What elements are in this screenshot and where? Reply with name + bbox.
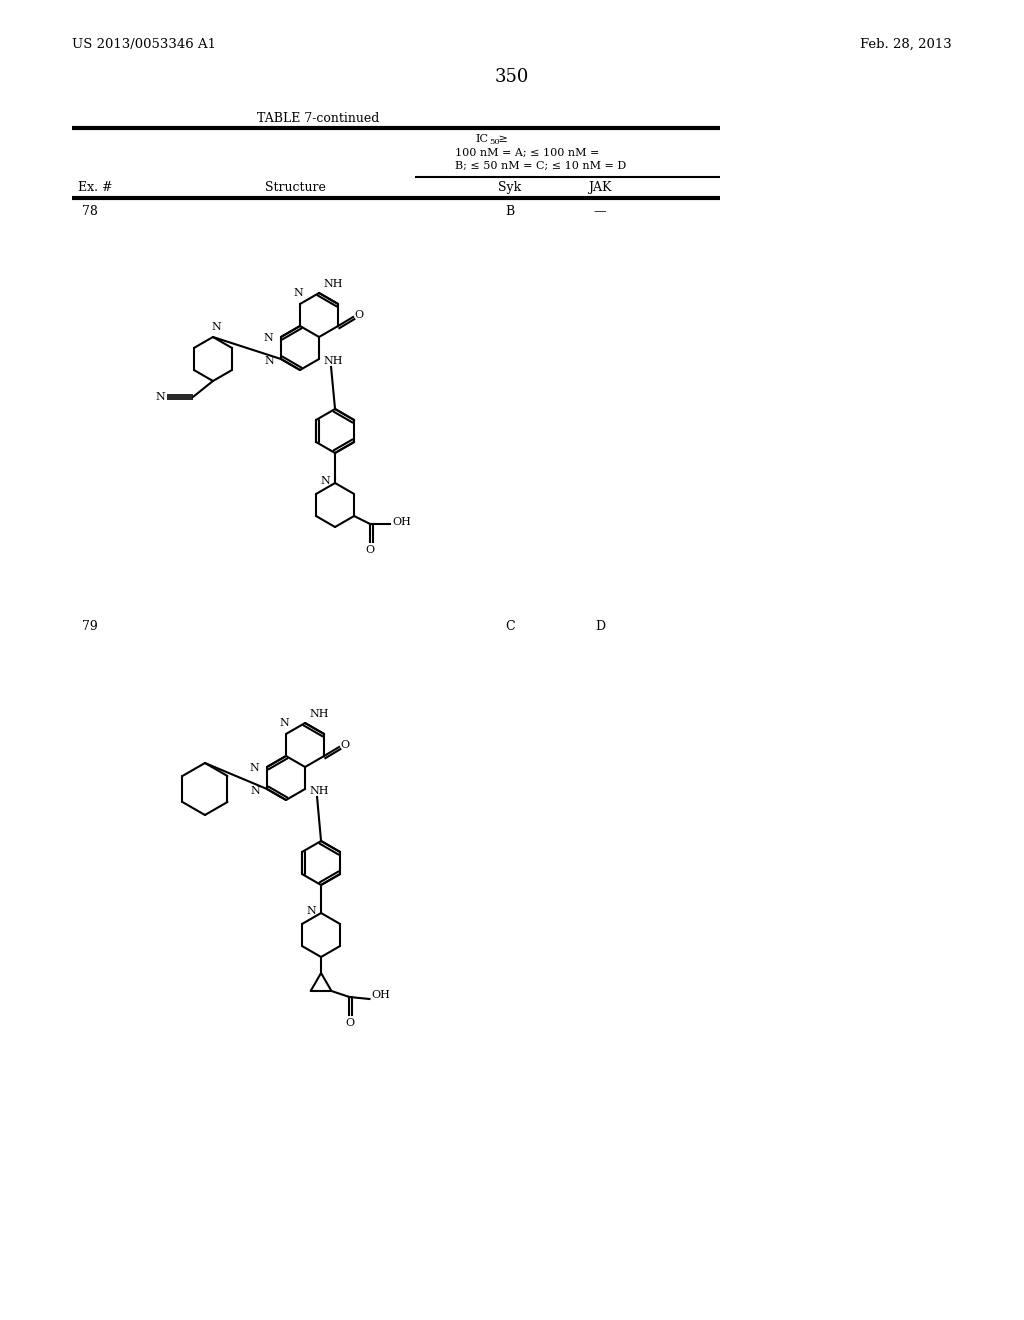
Text: O: O bbox=[366, 545, 375, 554]
Text: JAK: JAK bbox=[588, 181, 611, 194]
Text: Feb. 28, 2013: Feb. 28, 2013 bbox=[860, 38, 952, 51]
Text: N: N bbox=[211, 322, 221, 333]
Text: N: N bbox=[249, 763, 259, 774]
Text: N: N bbox=[293, 288, 303, 298]
Text: 100 nM = A; ≤ 100 nM =: 100 nM = A; ≤ 100 nM = bbox=[455, 148, 599, 158]
Text: Ex. #: Ex. # bbox=[78, 181, 113, 194]
Text: O: O bbox=[340, 741, 349, 750]
Text: NH: NH bbox=[309, 709, 329, 719]
Text: Syk: Syk bbox=[499, 181, 521, 194]
Text: 78: 78 bbox=[82, 205, 98, 218]
Text: C: C bbox=[505, 620, 515, 634]
Text: IC: IC bbox=[475, 135, 488, 144]
Text: NH: NH bbox=[309, 785, 329, 796]
Text: 350: 350 bbox=[495, 69, 529, 86]
Text: Structure: Structure bbox=[264, 181, 326, 194]
Text: N: N bbox=[250, 785, 260, 796]
Text: NH: NH bbox=[323, 279, 343, 289]
Text: N: N bbox=[321, 477, 330, 486]
Text: D: D bbox=[595, 620, 605, 634]
Text: OH: OH bbox=[392, 517, 411, 527]
Text: —: — bbox=[594, 205, 606, 218]
Text: N: N bbox=[263, 333, 272, 343]
Text: N: N bbox=[155, 392, 165, 403]
Text: NH: NH bbox=[323, 356, 343, 366]
Text: US 2013/0053346 A1: US 2013/0053346 A1 bbox=[72, 38, 216, 51]
Text: 79: 79 bbox=[82, 620, 97, 634]
Text: B: B bbox=[506, 205, 515, 218]
Text: N: N bbox=[306, 906, 316, 916]
Text: O: O bbox=[354, 310, 364, 319]
Text: ≥: ≥ bbox=[495, 135, 508, 144]
Text: N: N bbox=[280, 718, 289, 729]
Text: TABLE 7-continued: TABLE 7-continued bbox=[257, 112, 379, 125]
Text: OH: OH bbox=[372, 990, 390, 1001]
Text: B; ≤ 50 nM = C; ≤ 10 nM = D: B; ≤ 50 nM = C; ≤ 10 nM = D bbox=[455, 161, 627, 172]
Text: O: O bbox=[345, 1018, 354, 1028]
Text: N: N bbox=[264, 356, 273, 366]
Text: 50: 50 bbox=[489, 139, 500, 147]
